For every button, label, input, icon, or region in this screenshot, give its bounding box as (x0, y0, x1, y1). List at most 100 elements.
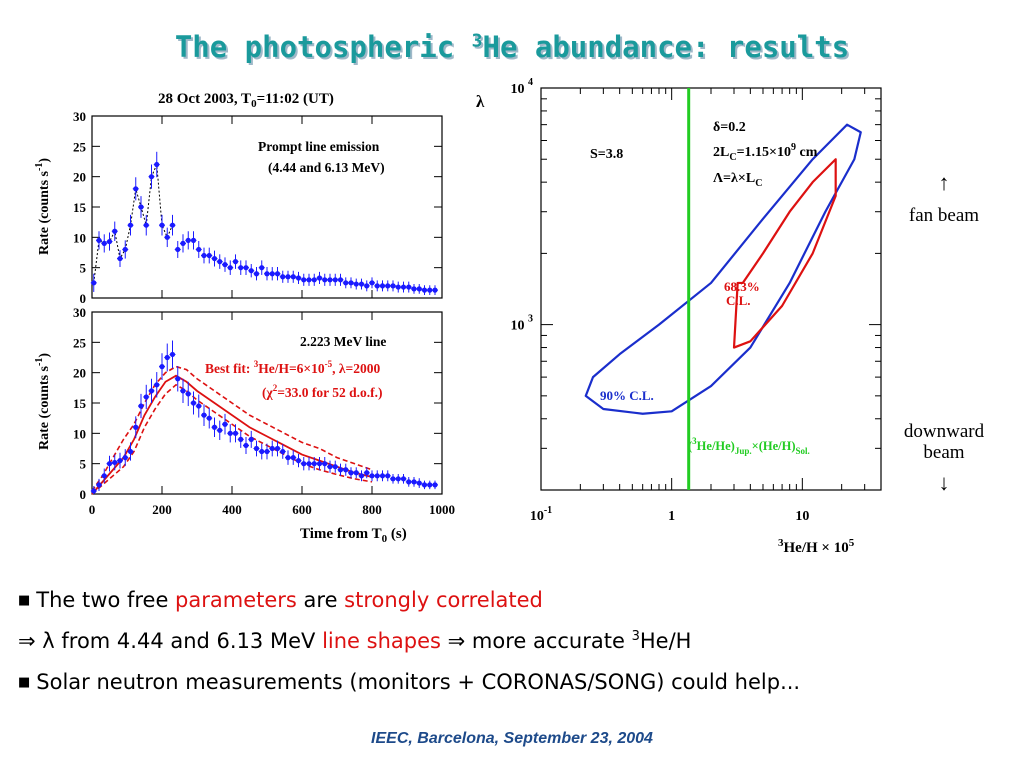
top-data-points (90, 151, 438, 295)
data-point (400, 284, 407, 290)
data-point (164, 354, 170, 361)
data-point (400, 476, 407, 482)
data-point (306, 277, 312, 283)
fit-label-line2: (χ2=33.0 for 52 d.o.f.) (262, 383, 383, 400)
data-point (196, 403, 202, 409)
x-tick-label: 800 (362, 502, 382, 517)
s-value-label: S=3.8 (590, 147, 623, 162)
y-tick-label: 20 (73, 366, 86, 381)
left-header: 28 Oct 2003, T0=11:02 (UT) (158, 91, 334, 110)
data-point (91, 280, 97, 286)
data-point (421, 482, 428, 488)
data-point (301, 277, 307, 283)
downward-beam-label-line2: beam (923, 442, 964, 463)
data-point (175, 376, 181, 382)
square-bullet-icon: ■ (18, 593, 31, 608)
y-tick-label: 25 (73, 139, 87, 154)
data-point (190, 237, 197, 243)
he-h-x-label: 3He/H × 105 (778, 537, 855, 556)
data-point (180, 240, 186, 246)
data-point (353, 281, 359, 287)
data-point (227, 430, 233, 436)
data-point (337, 277, 344, 283)
data-point (96, 482, 102, 488)
data-point (411, 479, 417, 485)
data-point (379, 283, 386, 289)
data-point (306, 461, 312, 467)
top-y-label: Rate (counts s-1) (34, 158, 52, 255)
y-tick-label: 10 (73, 230, 86, 245)
top-y-ticks: 0 5 10 15 20 25 30 (73, 109, 443, 306)
data-point (253, 271, 260, 277)
data-point (364, 283, 370, 289)
bullet-list: ■ The two free parameters are strongly co… (18, 588, 800, 711)
data-point (385, 283, 391, 289)
y-tick-label: 10 4 (511, 77, 534, 97)
data-point (369, 280, 375, 286)
data-point (117, 255, 123, 262)
data-point (280, 274, 286, 280)
x-tick-label: 600 (292, 502, 312, 517)
data-point (295, 275, 302, 281)
data-point (175, 246, 181, 253)
data-point (133, 424, 139, 430)
downward-beam-label-line1: downward (904, 421, 985, 442)
data-point (217, 427, 223, 433)
data-point (222, 421, 228, 427)
lc-label: 2LC=1.15×109 cm (713, 142, 818, 163)
cl90-label: 90% C.L. (600, 388, 654, 403)
data-point (353, 470, 359, 476)
data-point (322, 277, 328, 283)
time-x-ticks: 0 200 400 600 800 1000 (89, 502, 455, 517)
data-point (295, 458, 302, 464)
fan-beam-arrow: ↑ (939, 170, 950, 195)
lambda-y-label: λ (476, 92, 485, 111)
data-point (332, 277, 338, 283)
data-point (332, 464, 338, 470)
data-point (101, 240, 107, 246)
data-point (343, 467, 349, 473)
data-point (211, 424, 218, 430)
y-tick-label: 30 (73, 109, 86, 124)
data-point (432, 482, 438, 488)
footer: IEEC, Barcelona, September 23, 2004 (371, 730, 653, 747)
data-point (374, 473, 380, 479)
data-point (138, 403, 144, 409)
data-point (206, 252, 212, 259)
contour-90 (584, 123, 862, 415)
data-point (232, 430, 239, 436)
slide-title: The photospheric 3He abundance: results (174, 30, 850, 64)
data-point (206, 415, 212, 421)
y-tick-label: 20 (73, 170, 86, 185)
data-point (117, 458, 123, 464)
y-tick-label: 30 (73, 305, 86, 320)
jupiter-label: (3He/He)Jup.×(He/H)Sol. (688, 436, 810, 456)
y-tick-label: 5 (80, 261, 87, 276)
fit-label-line1: Best fit: 3He/H=6×10-5, λ=2000 (205, 359, 380, 376)
data-point (269, 445, 275, 452)
data-point (127, 448, 134, 455)
data-point (154, 161, 160, 168)
data-point (159, 364, 165, 370)
bullet-1: ■ The two free parameters are strongly co… (18, 588, 543, 612)
data-point (274, 271, 281, 277)
data-point (222, 262, 228, 268)
data-point (316, 275, 323, 281)
x-tick-label-base: 10 (795, 509, 809, 524)
x-tick-label: 400 (222, 502, 242, 517)
data-point (227, 265, 233, 271)
top-legend-line1: Prompt line emission (258, 139, 380, 154)
downward-beam-arrow: ↓ (939, 470, 950, 495)
contour-curves (584, 88, 862, 490)
data-point (196, 246, 202, 253)
contour-68 (732, 158, 837, 349)
data-point (269, 271, 275, 277)
data-point (374, 283, 380, 289)
data-point (390, 476, 396, 482)
data-point (416, 480, 422, 486)
data-point (159, 222, 165, 228)
data-point (232, 259, 239, 265)
data-point (217, 259, 223, 265)
data-point (248, 268, 254, 274)
y-tick-label-base: 10 (511, 82, 529, 97)
